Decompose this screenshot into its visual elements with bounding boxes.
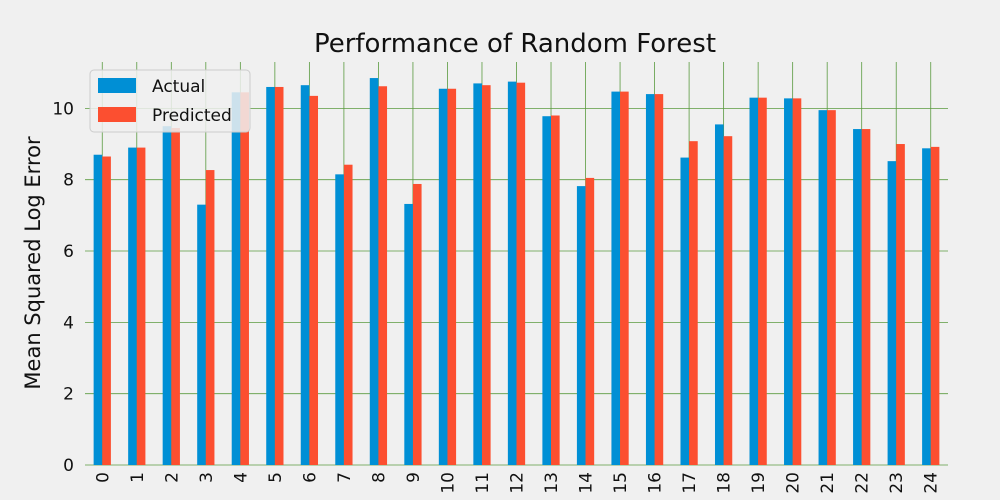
bar-actual — [818, 110, 828, 465]
bar-actual — [887, 161, 897, 465]
bar-predicted — [136, 147, 146, 465]
bar-actual — [542, 116, 552, 465]
bar-actual — [93, 154, 103, 466]
x-tick-label: 7 — [335, 472, 355, 483]
x-tick-label: 10 — [438, 472, 458, 494]
bar-predicted — [171, 127, 180, 465]
y-tick-label: 10 — [52, 99, 74, 119]
x-tick-label: 8 — [369, 472, 389, 483]
bar-actual — [576, 186, 586, 465]
x-tick-label: 5 — [266, 472, 286, 483]
bar-predicted — [309, 95, 319, 466]
y-axis-label: Mean Squared Log Error — [21, 136, 45, 390]
chart-title: Performance of Random Forest — [314, 29, 716, 59]
bar-predicted — [378, 86, 388, 465]
y-tick-label: 8 — [63, 171, 74, 191]
bar-predicted — [654, 94, 664, 465]
bar-actual — [197, 204, 206, 466]
x-tick-label: 24 — [922, 472, 942, 494]
x-tick-label: 1 — [128, 472, 148, 483]
y-tick-label: 4 — [63, 313, 74, 333]
bar-predicted — [481, 85, 491, 465]
bar-predicted — [827, 110, 836, 465]
bar-predicted — [723, 136, 733, 465]
bar-actual — [853, 129, 862, 465]
bar-actual — [266, 86, 275, 465]
bar-actual — [784, 98, 793, 466]
x-tick-label: 22 — [853, 472, 873, 494]
bar-predicted — [516, 82, 526, 465]
bar-actual — [162, 126, 172, 465]
bar-predicted — [240, 92, 249, 466]
y-tick-label: 2 — [63, 385, 74, 405]
bar-predicted — [689, 141, 698, 465]
x-tick-label: 19 — [749, 472, 769, 494]
legend-swatch-actual — [98, 78, 136, 93]
bar-actual — [473, 83, 482, 466]
bar-actual — [645, 94, 655, 465]
bars — [93, 78, 940, 466]
x-tick-label: 4 — [231, 472, 251, 483]
x-tick-label: 3 — [197, 472, 217, 483]
bar-predicted — [274, 86, 284, 465]
y-tick-label: 0 — [63, 456, 74, 476]
bar-actual — [438, 88, 448, 465]
bar-actual — [300, 85, 310, 465]
x-tick-label: 17 — [680, 472, 700, 494]
legend-swatch-predicted — [98, 107, 136, 122]
bar-predicted — [620, 91, 629, 465]
legend-label-predicted: Predicted — [152, 106, 232, 126]
x-tick-label: 0 — [93, 472, 113, 483]
x-tick-label: 2 — [162, 472, 182, 483]
x-tick-label: 15 — [611, 472, 631, 494]
x-tick-label: 18 — [715, 472, 735, 494]
x-tick-label: 20 — [784, 472, 804, 494]
legend-label-actual: Actual — [152, 77, 205, 97]
bar-actual — [128, 147, 137, 465]
x-tick-label: 21 — [818, 472, 838, 494]
bar-actual — [611, 91, 621, 465]
bar-predicted — [861, 129, 871, 465]
bar-predicted — [205, 170, 215, 465]
x-tick-label: 11 — [473, 472, 493, 494]
bar-actual — [404, 203, 413, 465]
bar-actual — [680, 157, 690, 465]
bar-actual — [714, 124, 724, 466]
bar-predicted — [551, 115, 560, 465]
bar-predicted — [102, 156, 111, 465]
x-tick-label: 13 — [542, 472, 562, 494]
bar-predicted — [758, 97, 767, 465]
bar-predicted — [930, 146, 940, 465]
bar-actual — [749, 97, 759, 465]
bar-actual — [335, 174, 344, 466]
bar-predicted — [585, 177, 595, 465]
x-tick-label: 14 — [577, 472, 597, 494]
bar-actual — [922, 148, 931, 465]
bar-predicted — [412, 183, 422, 465]
x-tick-label: 23 — [887, 472, 907, 494]
bar-predicted — [792, 98, 802, 466]
bar-predicted — [447, 88, 457, 465]
bar-predicted — [343, 164, 353, 466]
bar-actual — [231, 92, 241, 466]
x-tick-label: 12 — [508, 472, 528, 494]
x-tick-label: 9 — [404, 472, 424, 483]
bar-actual — [507, 81, 517, 465]
x-tick-label: 16 — [646, 472, 666, 494]
legend: Actual Predicted — [89, 69, 251, 133]
bar-predicted — [896, 144, 905, 465]
x-tick-label: 6 — [300, 472, 320, 483]
y-tick-label: 6 — [63, 242, 74, 262]
bar-actual — [369, 78, 379, 465]
